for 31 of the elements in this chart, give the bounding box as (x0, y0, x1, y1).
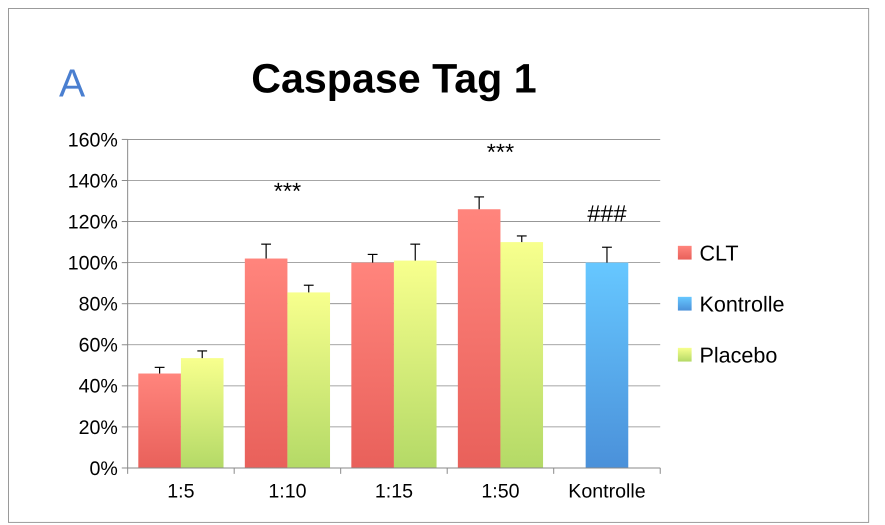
legend-label: CLT (699, 240, 739, 266)
y-tick-label: 20% (78, 416, 118, 439)
y-tick-label: 40% (78, 376, 118, 398)
text: A (59, 61, 86, 106)
annotation: *** (274, 178, 302, 204)
x-tick-label: 1:50 (481, 480, 520, 502)
annotation: ### (587, 200, 627, 227)
chart-title: Caspase Tag 1 (251, 55, 537, 102)
y-tick-label: 160% (68, 129, 118, 152)
bar (138, 374, 181, 468)
y-tick-label: 140% (68, 170, 118, 192)
y-tick-label: 80% (78, 294, 118, 316)
bar (287, 292, 330, 468)
y-tick-label: 0% (90, 458, 118, 480)
annotation: *** (486, 138, 514, 165)
x-tick-label: 1:5 (167, 480, 195, 502)
x-tick-label: 1:15 (374, 480, 414, 502)
y-tick-label: 120% (68, 211, 118, 234)
bar (458, 209, 500, 468)
y-tick-label: 60% (78, 334, 118, 357)
bar (500, 242, 544, 468)
bar (351, 262, 394, 468)
legend-label: Placebo (699, 342, 778, 368)
x-tick-label: 1:10 (268, 480, 307, 502)
legend-label: Kontrolle (699, 291, 785, 316)
y-tick-label: 100% (68, 252, 118, 274)
x-tick-label: Kontrolle (568, 480, 646, 502)
bar (180, 358, 224, 468)
bar (244, 258, 288, 468)
bar (394, 260, 437, 468)
bar (586, 262, 628, 468)
